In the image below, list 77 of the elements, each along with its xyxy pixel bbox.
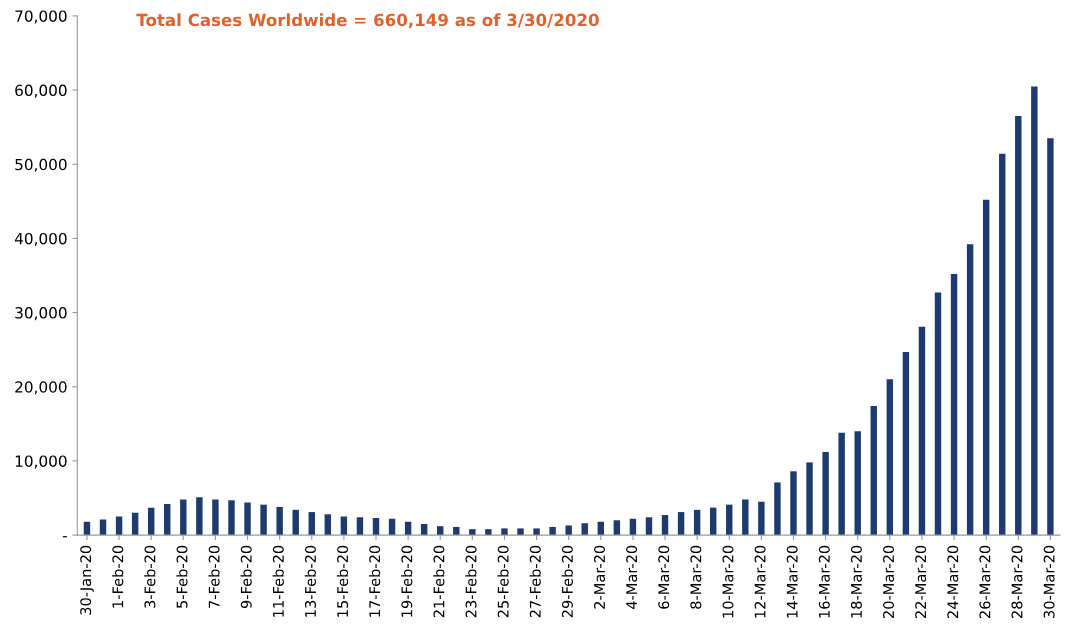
bar [324,514,332,536]
x-tick-label: 1-Feb-20 [112,545,124,608]
bar [999,153,1006,536]
bar [485,529,492,536]
x-tick-label: 10-Mar-20 [722,545,734,618]
chart-title: Total Cases Worldwide = 660,149 as of 3/30/2020 [136,13,599,29]
y-tick-label: 50,000 [15,158,67,172]
bar [164,503,171,536]
x-tick-label: 21-Feb-20 [433,545,445,618]
bar [517,528,524,536]
y-tick-label: 10,000 [15,455,67,469]
bar [1047,138,1054,536]
y-tick-label: - [62,536,67,538]
bar [966,244,974,536]
bar [886,379,894,536]
x-tick-label: 30-Mar-20 [1043,545,1055,618]
x-tick-label: 11-Feb-20 [272,545,284,617]
bar [180,499,187,536]
bar [918,326,926,536]
bar [1015,116,1022,536]
bar [501,528,508,536]
x-tick-label: 23-Feb-20 [465,545,477,618]
x-tick-label: 2-Mar-20 [594,545,606,609]
bar [549,526,556,536]
bar [469,529,476,536]
x-tick-label: 28-Mar-20 [1011,545,1023,618]
x-tick-label: 26-Mar-20 [979,545,991,618]
x-tick-label: 9-Feb-20 [240,545,252,609]
x-tick-label: 27-Feb-20 [529,545,541,618]
x-tick-label: 30-Jan-20 [80,545,94,615]
bar [806,462,813,536]
bar [533,528,540,536]
x-tick-label: 22-Mar-20 [915,545,927,618]
x-tick-label: 4-Mar-20 [626,545,638,610]
bar [260,504,267,536]
x-tick-label: 17-Feb-20 [368,545,381,617]
bar [870,406,877,536]
x-tick-label: 14-Mar-20 [786,545,798,618]
x-tick-label: 19-Feb-20 [401,545,413,617]
y-tick-label: 70,000 [15,10,67,24]
y-tick-label: 60,000 [15,84,67,98]
bar [982,199,990,536]
bar [292,509,299,536]
bar [244,502,251,536]
bar [742,499,749,536]
bar [822,452,829,536]
bar [196,497,203,536]
x-tick-label: 12-Mar-20 [754,545,766,618]
y-tick-label: 40,000 [14,232,67,246]
bar [565,525,572,536]
bar [276,506,283,536]
x-tick-label: 25-Feb-20 [497,545,509,618]
x-tick-label: 20-Mar-20 [883,545,895,618]
x-tick-label: 8-Mar-20 [690,545,702,609]
bar [790,471,797,536]
bar [774,482,781,536]
bar [950,274,958,536]
y-tick-label: 30,000 [15,307,67,321]
x-tick-label: 16-Mar-20 [818,545,830,618]
bar [228,500,235,536]
x-tick-label: 18-Mar-20 [850,545,862,618]
bar [838,432,845,536]
bar [758,501,765,536]
x-tick-label: 24-Mar-20 [947,545,959,618]
x-tick-label: 3-Feb-20 [144,545,156,608]
bar [212,499,219,536]
x-tick-label: 5-Feb-20 [176,545,188,608]
bar [902,351,910,536]
x-tick-label: 13-Feb-20 [304,545,316,617]
y-tick-label: 20,000 [15,381,67,395]
x-tick-label: 29-Feb-20 [561,545,573,618]
bar [1031,86,1038,536]
bar [854,431,861,536]
x-tick-label: 15-Feb-20 [336,545,349,617]
x-tick-label: 6-Mar-20 [658,545,670,609]
bar [934,292,942,536]
x-tick-label: 7-Feb-20 [208,545,220,608]
